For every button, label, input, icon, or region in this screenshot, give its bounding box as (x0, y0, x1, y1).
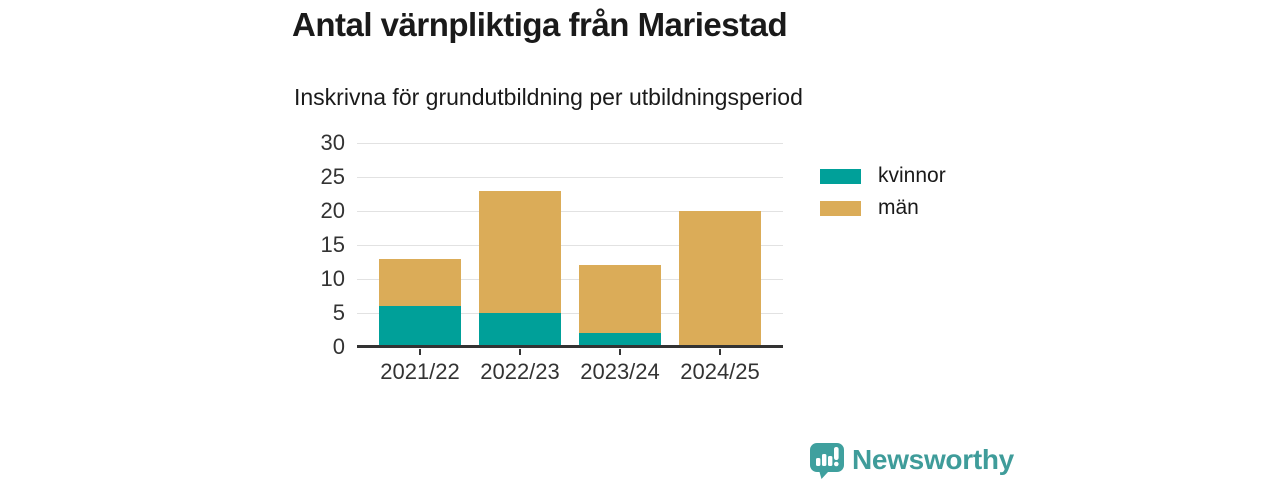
legend-label-män: män (878, 196, 919, 219)
legend-swatch-kvinnor (820, 168, 861, 184)
bar-segment-kvinnor-2021/22 (379, 306, 461, 347)
bar-segment-män-2024/25 (679, 211, 761, 347)
x-tick-label-2023/24: 2023/24 (580, 359, 660, 384)
gridline-10 (357, 278, 783, 280)
legend-item-män: män (820, 195, 946, 221)
x-tick-2021/22 (419, 349, 421, 355)
x-tick-2024/25 (719, 349, 721, 355)
bar-segment-män-2023/24 (579, 265, 661, 334)
y-tick-label-10: 10 (320, 266, 345, 291)
x-axis-line (357, 345, 783, 348)
gridline-15 (357, 244, 783, 246)
bar-segment-kvinnor-2022/23 (479, 313, 561, 347)
gridline-30 (357, 142, 783, 144)
y-tick-label-15: 15 (320, 232, 345, 257)
y-tick-label-5: 5 (332, 300, 345, 325)
chart-subtitle: Inskrivna för grundutbildning per utbild… (294, 84, 803, 110)
chart-title: Antal värnpliktiga från Mariestad (292, 6, 788, 43)
legend: kvinnor män (820, 163, 946, 221)
x-tick-label-2022/23: 2022/23 (480, 359, 560, 384)
brand-name: Newsworthy (852, 443, 1014, 475)
y-tick-label-25: 25 (320, 164, 345, 189)
brand-footer: Newsworthy (808, 440, 1014, 479)
gridline-25 (357, 176, 783, 178)
legend-item-kvinnor: kvinnor (820, 163, 946, 189)
legend-label-kvinnor: kvinnor (878, 164, 946, 187)
legend-swatch-män (820, 200, 861, 216)
bar-chart-speech-bubble-icon (810, 443, 844, 479)
plot-area (357, 142, 783, 355)
x-tick-label-2024/25: 2024/25 (680, 359, 760, 384)
x-tick-2022/23 (519, 349, 521, 355)
y-tick-label-20: 20 (320, 198, 345, 223)
y-tick-label-30: 30 (320, 130, 345, 155)
x-tick-2023/24 (619, 349, 621, 355)
bar-segment-kvinnor-2023/24 (579, 333, 661, 347)
bar-segment-män-2022/23 (479, 190, 561, 313)
bar-segment-män-2021/22 (379, 258, 461, 307)
gridline-5 (357, 312, 783, 314)
x-tick-label-2021/22: 2021/22 (380, 359, 460, 384)
gridline-20 (357, 210, 783, 212)
y-tick-label-0: 0 (332, 334, 345, 359)
